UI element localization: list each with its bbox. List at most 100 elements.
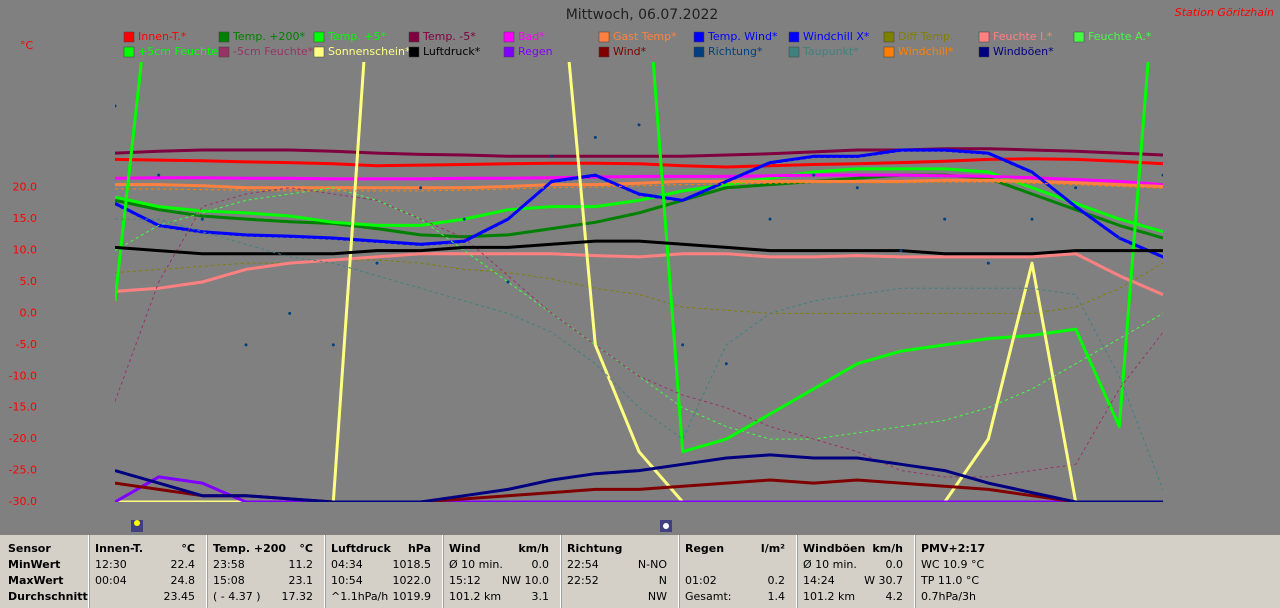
legend-swatch — [883, 46, 895, 58]
y-tick-label: 5.0 — [20, 275, 38, 288]
y-tick-label: 15.0 — [13, 212, 38, 225]
legend-label: Temp. +200* — [232, 30, 306, 43]
data-point — [1030, 217, 1034, 221]
series-line — [115, 173, 1163, 240]
cell-right: N — [658, 574, 667, 587]
legend-label: Taupunkt* — [802, 45, 859, 58]
legend-swatch — [693, 31, 705, 43]
cell-left: Luftdruck — [331, 542, 391, 555]
data-point — [331, 343, 335, 347]
series-line — [115, 181, 1163, 192]
cell-right: 1022.0 — [392, 574, 432, 587]
series-line — [115, 150, 1163, 259]
stat-block: Regen l/m² 01:02 0.2 Gesamt: 1.4 — [678, 535, 791, 608]
legend-label: Temp. -5* — [422, 30, 476, 43]
y-tick-label: -20.0 — [9, 432, 37, 445]
data-point — [550, 154, 554, 158]
data-point — [115, 104, 117, 108]
stat-block: Innen-T. °C 12:30 22.4 00:04 24.8 23.45 — [88, 535, 201, 608]
cell-left: 15:08 — [213, 574, 245, 587]
cell-right: °C — [181, 542, 195, 555]
cell-left: Gesamt: — [685, 590, 732, 603]
legend-swatch — [503, 31, 515, 43]
row-label: Sensor — [8, 542, 51, 555]
cell-left: 10:54 — [331, 574, 363, 587]
stats-panel: Sensor MinWert MaxWert Durchschnitt Innen-T.… — [0, 535, 1280, 608]
row-label: MinWert — [8, 558, 61, 571]
series-line — [115, 62, 1163, 502]
series-line — [115, 157, 1163, 169]
y-tick-label: 20.0 — [13, 181, 38, 194]
data-point — [200, 217, 204, 221]
stat-block: Luftdruck hPa 04:34 1018.5 10:54 1022.0 ^1.1hP… — [324, 535, 437, 608]
legend-swatch — [313, 46, 325, 58]
cell-right: 23.1 — [288, 574, 314, 587]
moon-icon-dot — [663, 523, 669, 529]
legend-swatch — [788, 31, 800, 43]
legend-label: Gast Temp* — [613, 30, 677, 43]
legend-label: Regen — [518, 45, 553, 58]
cell-right: km/h — [872, 542, 903, 555]
cell-left: Regen — [685, 542, 725, 555]
data-point — [506, 280, 510, 284]
cell-left: 00:04 — [95, 574, 127, 587]
cell-right: W 30.7 — [864, 574, 903, 587]
data-point — [1161, 173, 1163, 177]
series-line — [115, 252, 1163, 296]
data-point — [288, 311, 292, 315]
cell-left: 15:12 — [449, 574, 481, 587]
data-point — [812, 173, 816, 177]
legend-label: -5cm Feuchte* — [233, 45, 314, 58]
cell-left: 23:58 — [213, 558, 245, 571]
y-tick-label: -25.0 — [9, 464, 37, 477]
cell-right: NW — [647, 590, 667, 603]
cell-left: Ø 10 min. — [449, 558, 503, 571]
legend-label: Windchill X* — [803, 30, 870, 43]
data-point — [1074, 186, 1078, 190]
y-tick-label: -5.0 — [16, 338, 37, 351]
cell-left: ( - 4.37 ) — [213, 590, 261, 603]
stat-block: Wind km/h Ø 10 min. 0.0 15:12 NW 10.0 101.2 km… — [442, 535, 555, 608]
legend-swatch — [978, 31, 990, 43]
cell-left: 14:24 — [803, 574, 835, 587]
data-point — [943, 217, 947, 221]
legend-swatch — [123, 46, 135, 58]
cell-left: 22:52 — [567, 574, 599, 587]
series-line — [115, 239, 1163, 256]
data-point — [637, 123, 641, 127]
data-point — [986, 261, 990, 265]
legend-label: Temp. +5* — [327, 30, 387, 43]
stat-block: PMV+2:17 WC 10.9 °C TP 11.0 °C 0.7hPa/3h — [914, 535, 1045, 608]
cell-left: 12:30 — [95, 558, 127, 571]
cell-left: Innen-T. — [95, 542, 144, 555]
legend-label: Windchill* — [898, 45, 954, 58]
row-label: Durchschnitt — [8, 590, 88, 603]
cell-left: 04:34 — [331, 558, 363, 571]
cell-left: Windböen — [803, 542, 866, 555]
y-tick-label: -15.0 — [9, 401, 37, 414]
data-point — [899, 249, 903, 253]
data-point — [855, 186, 859, 190]
cell-right: 0.0 — [531, 558, 550, 571]
series-line — [115, 259, 1163, 314]
legend-label: Bad* — [518, 30, 545, 43]
cell-left: 101.2 km — [803, 590, 856, 603]
legend-swatch — [883, 31, 895, 43]
cell-right: 24.8 — [170, 574, 196, 587]
data-point — [1117, 236, 1121, 240]
legend-label: Diff Temp. — [898, 30, 953, 43]
station-label: Station Göritzhain — [1175, 6, 1274, 19]
data-point — [724, 362, 728, 366]
series-line — [115, 173, 1163, 187]
cell-right: 22.4 — [170, 558, 196, 571]
data-point — [157, 173, 161, 177]
series-line — [115, 62, 1150, 454]
stat-block: Richtung 22:54 N-NO 22:52 N NW — [560, 535, 673, 608]
row-label: MaxWert — [8, 574, 64, 587]
cell-right: 17.32 — [281, 590, 314, 603]
legend-swatch — [1073, 31, 1085, 43]
cell-left: PMV+2:17 — [921, 542, 986, 555]
cell-left: TP 11.0 °C — [921, 574, 980, 587]
cell-right: km/h — [518, 542, 549, 555]
